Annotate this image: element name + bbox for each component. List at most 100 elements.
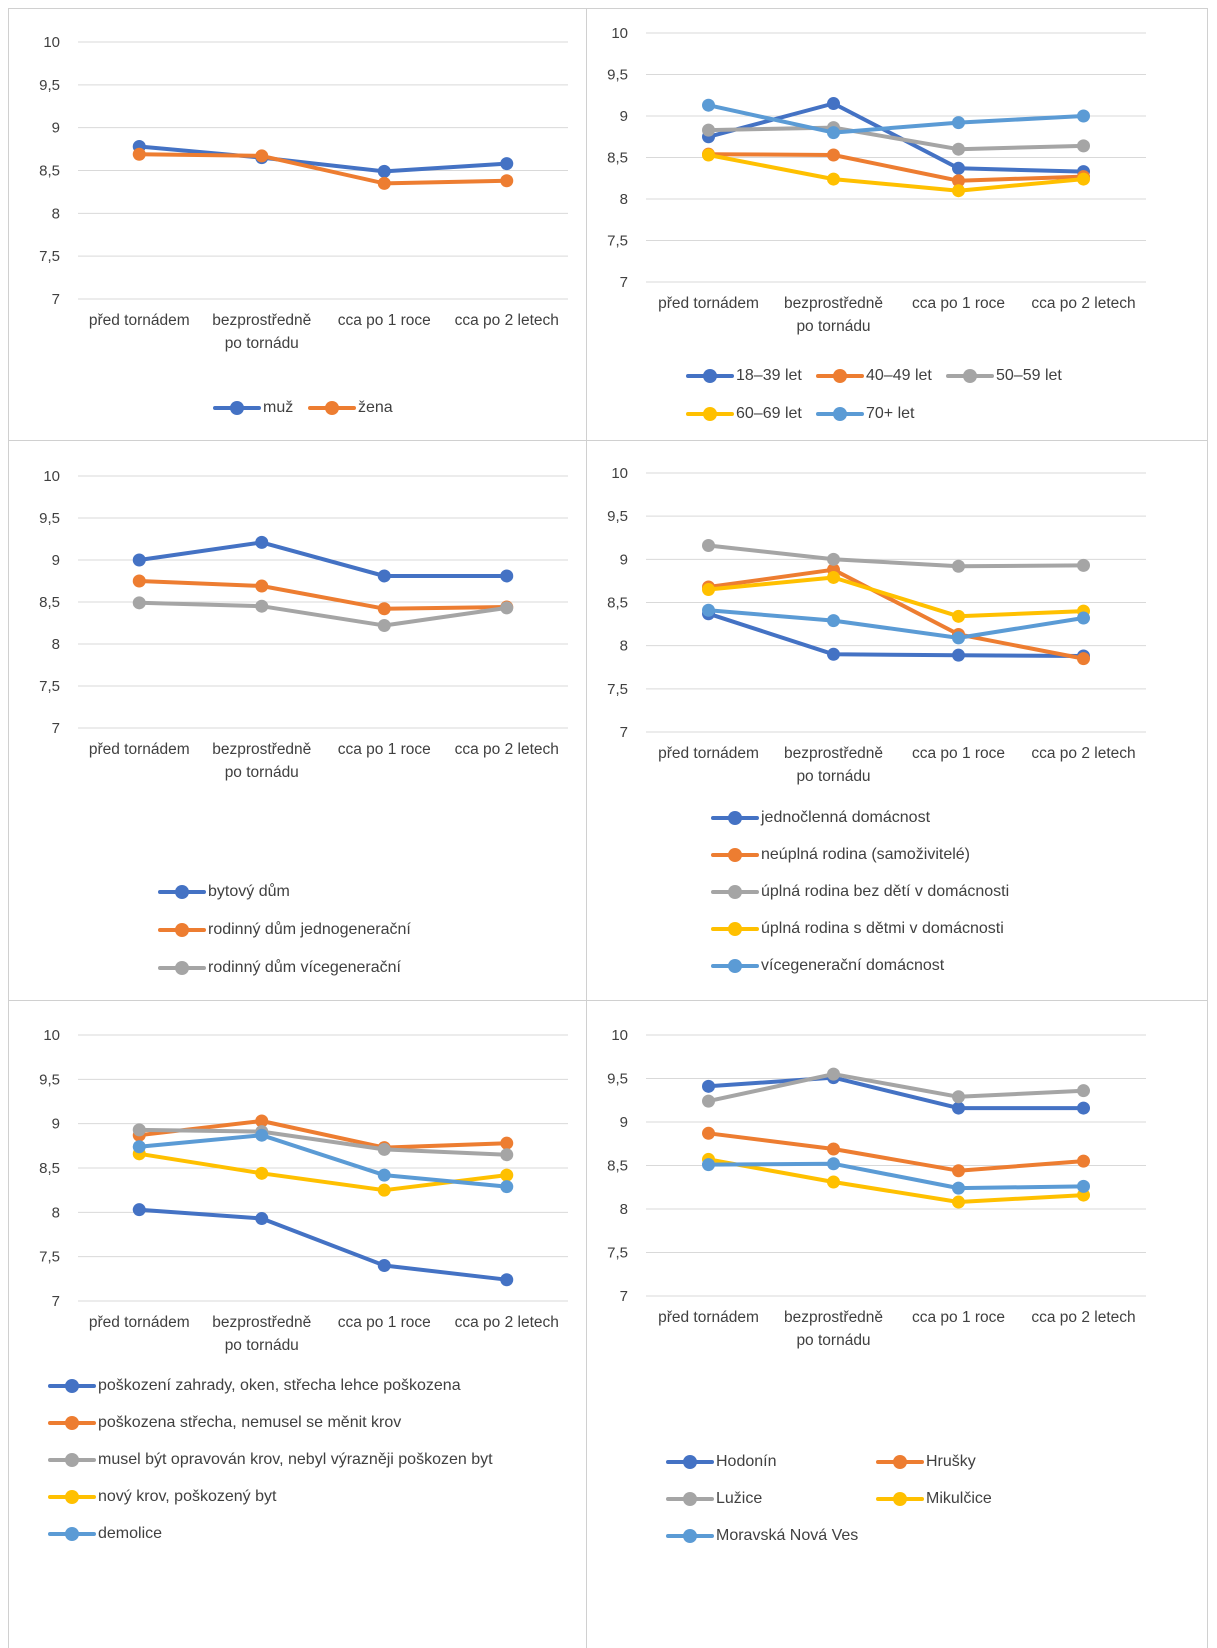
- legend-swatch: [158, 885, 206, 899]
- legend-swatch: [686, 369, 734, 383]
- series-line: [706, 567, 1086, 661]
- chart-panel-4: 10 9,5 9 8,5 8 7,5 7 před tornádem bezprostředně…: [586, 440, 1208, 1000]
- legend-swatch: [158, 961, 206, 975]
- y-tick-label: 7: [620, 274, 628, 291]
- y-tick-label: 9: [620, 1114, 628, 1131]
- data-point: [255, 149, 269, 163]
- line-chart-3: 10 9,5 9 8,5 8 7,5 7 před tornádem bezprostředně…: [39, 468, 568, 781]
- data-point: [377, 1183, 391, 1197]
- data-point: [952, 161, 965, 175]
- legend-item: úplná rodina s dětmi v domácnosti: [711, 920, 1004, 938]
- legend-item: úplná rodina bez dětí v domácnosti: [711, 883, 1009, 901]
- legend-label: rodinný dům jednogenerační: [208, 921, 411, 938]
- x-tick-label: bezprostředně: [784, 1309, 883, 1326]
- data-point: [702, 1094, 715, 1108]
- legend-swatch-dot: [65, 1490, 79, 1504]
- data-point: [377, 602, 391, 616]
- legend-swatch-dot: [893, 1455, 907, 1469]
- y-tick-label: 7,5: [607, 681, 628, 698]
- chart-legend: Hodonín Hrušky Lužice Mikulčice Moravská Nov…: [586, 1000, 1208, 1648]
- y-tick-label: 9: [52, 120, 60, 137]
- data-point: [1077, 558, 1090, 572]
- data-point: [827, 1142, 840, 1156]
- legend-swatch: [48, 1527, 96, 1541]
- y-tick-label: 8,5: [39, 594, 60, 611]
- line-chart-2: 10 9,5 9 8,5 8 7,5 7 před tornádem bezprostředně…: [607, 25, 1146, 335]
- data-point: [377, 164, 391, 178]
- series-line: [706, 1131, 1086, 1173]
- data-point: [952, 116, 965, 130]
- legend-label: 40–49 let: [866, 367, 932, 384]
- data-point: [952, 1195, 965, 1209]
- x-tick-label: před tornádem: [658, 1309, 759, 1326]
- data-point: [702, 148, 715, 162]
- legend-swatch: [711, 922, 759, 936]
- legend-item: Mikulčice: [876, 1490, 992, 1508]
- y-tick-label: 10: [43, 468, 60, 485]
- y-tick-label: 7: [52, 720, 60, 737]
- legend-label: musel být opravován krov, nebyl výrazněj…: [98, 1451, 493, 1468]
- x-tick-label: cca po 1 roce: [338, 741, 431, 758]
- legend-label: 70+ let: [866, 405, 915, 422]
- series-line: [706, 608, 1086, 640]
- series-line: [137, 1127, 509, 1157]
- data-point: [255, 599, 269, 613]
- data-point: [1077, 1179, 1090, 1193]
- y-tick-label: 8,5: [607, 150, 628, 167]
- legend-swatch: [876, 1492, 924, 1506]
- data-point: [377, 569, 391, 583]
- legend-label: žena: [358, 399, 393, 416]
- data-point: [132, 1140, 146, 1154]
- data-point: [952, 631, 965, 645]
- legend-swatch: [711, 811, 759, 825]
- series-line: [706, 611, 1086, 658]
- series-line: [137, 1133, 509, 1189]
- x-tick-label: cca po 1 roce: [912, 295, 1005, 312]
- panel-divider: [8, 8, 9, 1648]
- legend-item: rodinný dům vícegenerační: [158, 959, 401, 977]
- chart-panel-5: 10 9,5 9 8,5 8 7,5 7 před tornádem bezprostředně…: [8, 1000, 586, 1648]
- y-tick-label: 7: [52, 291, 60, 308]
- legend-label: poškození zahrady, oken, střecha lehce p…: [98, 1377, 461, 1394]
- chart-legend: muž žena: [8, 8, 586, 440]
- data-point: [500, 1148, 514, 1162]
- y-tick-label: 7,5: [607, 233, 628, 250]
- data-point: [702, 603, 715, 617]
- data-point: [132, 147, 146, 161]
- data-point: [952, 559, 965, 573]
- y-tick-label: 8,5: [39, 163, 60, 180]
- y-tick-label: 8,5: [607, 595, 628, 612]
- data-point: [500, 1168, 514, 1182]
- data-point: [827, 97, 840, 111]
- y-tick-label: 9,5: [607, 1071, 628, 1088]
- legend-label: nový krov, poškozený byt: [98, 1488, 277, 1505]
- legend-item: nový krov, poškozený byt: [48, 1488, 276, 1506]
- data-point: [255, 535, 269, 549]
- legend-item: poškození zahrady, oken, střecha lehce p…: [48, 1377, 461, 1395]
- legend-item: musel být opravován krov, nebyl výrazněj…: [48, 1451, 493, 1469]
- x-tick-label: po tornádu: [796, 318, 870, 335]
- y-tick-label: 9,5: [607, 67, 628, 84]
- legend-swatch-dot: [175, 923, 189, 937]
- x-tick-label: po tornádu: [225, 764, 299, 781]
- data-point: [702, 123, 715, 137]
- legend-swatch: [711, 848, 759, 862]
- legend-swatch-dot: [683, 1529, 697, 1543]
- series-line: [706, 125, 1086, 152]
- legend-swatch: [308, 401, 356, 415]
- data-point: [702, 1079, 715, 1093]
- data-point: [1077, 139, 1090, 153]
- data-point: [255, 579, 269, 593]
- legend-swatch: [666, 1492, 714, 1506]
- series-line: [137, 600, 509, 628]
- data-point: [702, 1126, 715, 1140]
- y-tick-label: 10: [43, 1027, 60, 1044]
- legend-item: Hrušky: [876, 1453, 976, 1471]
- legend-item: jednočlenná domácnost: [711, 809, 930, 827]
- legend-swatch-dot: [728, 811, 742, 825]
- y-tick-label: 8,5: [39, 1160, 60, 1177]
- data-point: [1077, 1101, 1090, 1115]
- x-tick-label: cca po 2 letech: [455, 741, 559, 758]
- data-point: [500, 157, 514, 171]
- y-tick-label: 7: [52, 1293, 60, 1310]
